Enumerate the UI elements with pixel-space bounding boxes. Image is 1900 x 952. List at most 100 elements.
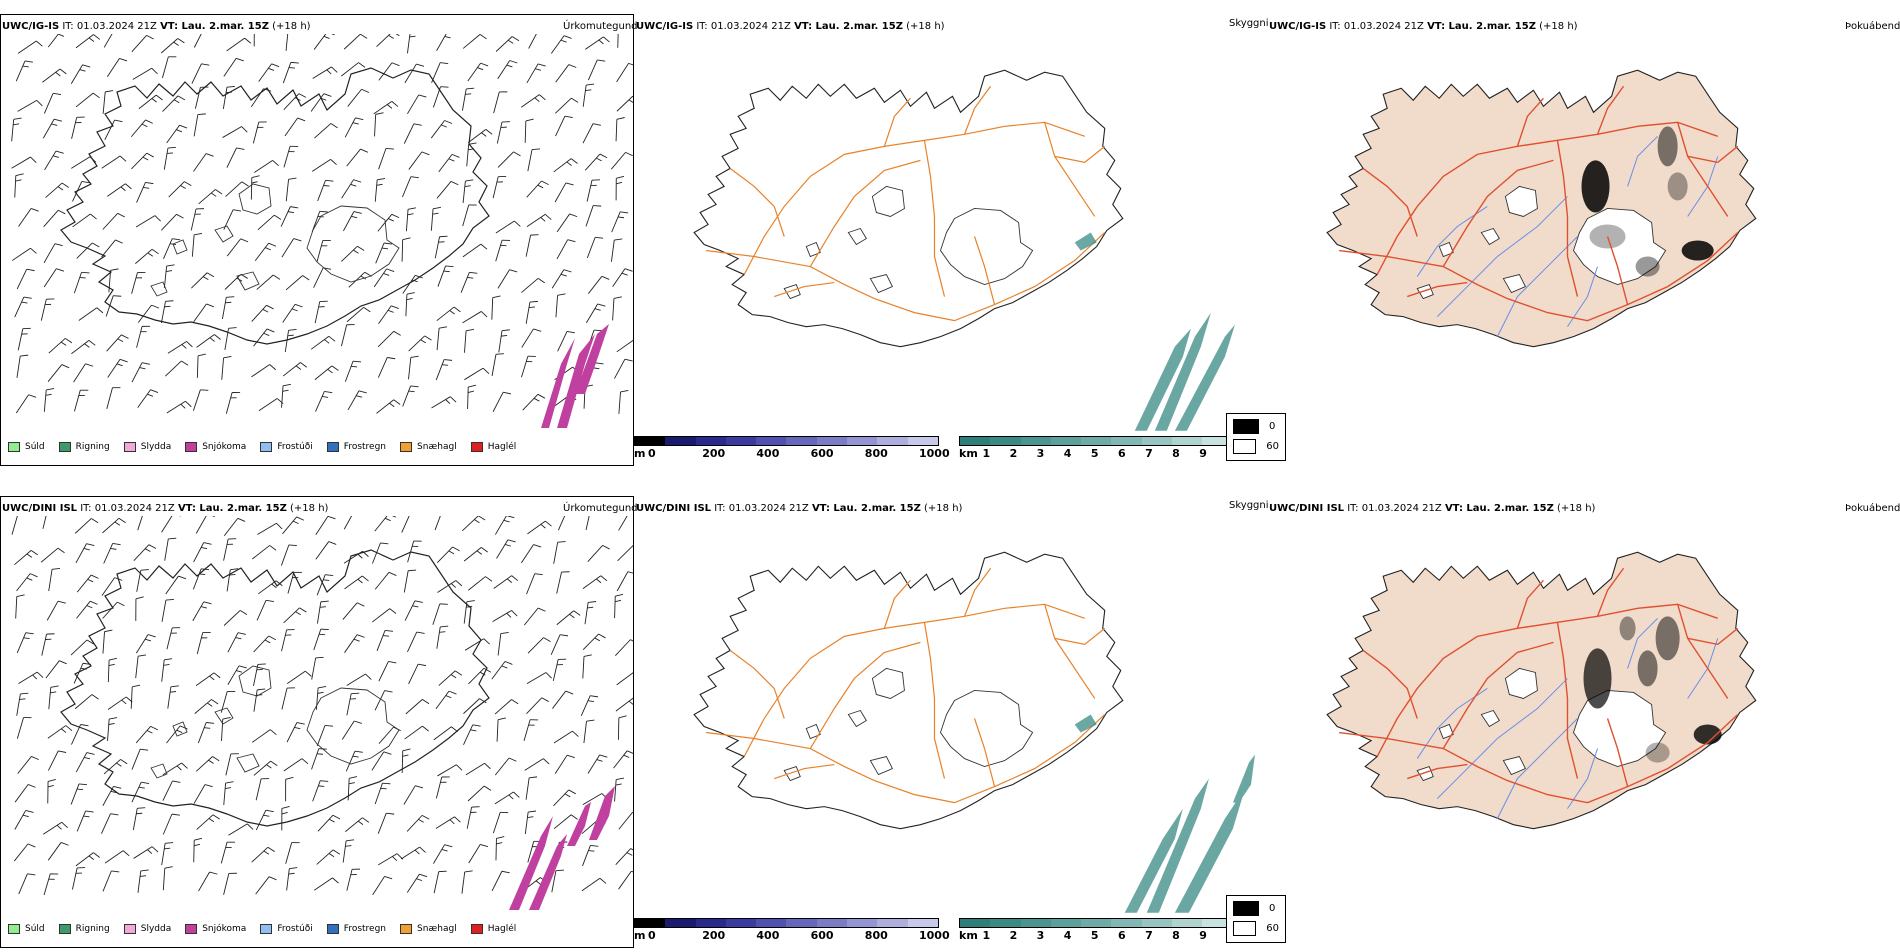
legend-label: Súld — [25, 924, 45, 934]
legend-label: Haglél — [488, 924, 517, 934]
vt-label: VT: Lau. 2.mar. 15Z — [812, 503, 921, 514]
legend-label: Slydda — [141, 442, 171, 452]
colorbar-segment — [817, 919, 847, 927]
snowfall-bands — [509, 786, 615, 910]
it-value: 01.03.2024 21Z — [77, 21, 157, 32]
legend-item-súld: Súld — [8, 924, 45, 934]
colorbar-segment — [990, 919, 1020, 927]
vt-label: VT: Lau. 2.mar. 15Z — [160, 21, 269, 32]
visibility-scale: km12345678910 — [959, 436, 1264, 458]
land-fill — [1327, 70, 1756, 346]
low-visibility-bands — [1075, 714, 1255, 912]
legend-label: Frostregn — [344, 924, 386, 934]
colorbar-segment — [1051, 919, 1081, 927]
model-name: UWC/DINI ISL — [2, 503, 77, 514]
scale-tick: 9 — [1199, 447, 1207, 460]
colorbar-segment — [1172, 919, 1202, 927]
scale-tick: 0 — [648, 929, 656, 942]
model-name: UWC/IG-IS — [1269, 21, 1326, 32]
it-value: 01.03.2024 21Z — [95, 503, 175, 514]
scale-tick: 2 — [1010, 929, 1018, 942]
iceland-outline — [61, 550, 489, 826]
colorbar-segment — [908, 437, 938, 445]
it-value: 01.03.2024 21Z — [1344, 21, 1424, 32]
scale-tick: 600 — [811, 929, 834, 942]
fog-legend-item: 0 — [1233, 419, 1279, 434]
colorbar-segment — [847, 919, 877, 927]
colorbar-segment — [665, 919, 695, 927]
scale-tick: 6 — [1118, 447, 1126, 460]
glacier-outlines — [784, 186, 1032, 298]
scale-tick: 8 — [1172, 929, 1180, 942]
road-network — [706, 86, 1105, 320]
scale-tick: 4 — [1064, 929, 1072, 942]
fog-legend-label: 60 — [1266, 441, 1279, 452]
visibility-label: Skyggni — [1229, 500, 1269, 511]
legend-swatch — [8, 442, 20, 452]
legend-label: Frostúði — [277, 924, 312, 934]
legend-item-snæhagl: Snæhagl — [400, 442, 457, 452]
glacier-outlines — [151, 666, 399, 778]
legend-item-snæhagl: Snæhagl — [400, 924, 457, 934]
legend-label: Rigning — [76, 924, 110, 934]
model-name: UWC/DINI ISL — [1269, 503, 1344, 514]
colorbar-segment — [786, 437, 816, 445]
colorbar-segment — [1172, 437, 1202, 445]
vt-label: VT: Lau. 2.mar. 15Z — [794, 21, 903, 32]
legend-swatch — [185, 924, 197, 934]
legend-item-frostregn: Frostregn — [327, 924, 386, 934]
colorbar-segment — [1021, 437, 1051, 445]
it-label: IT: — [62, 21, 73, 32]
legend-swatch — [59, 924, 71, 934]
scale-tick: 3 — [1037, 447, 1045, 460]
visibility-panel: UWC/IG-IS IT: 01.03.2024 21Z VT: Lau. 2.… — [634, 0, 1267, 470]
colorbar-segment — [1081, 437, 1111, 445]
legend-swatch — [400, 442, 412, 452]
precip-type-label: Úrkomutegund — [563, 503, 638, 514]
legend-item-rigning: Rigning — [59, 442, 110, 452]
visibility-label: Skyggni — [1229, 18, 1269, 29]
iceland-outline — [61, 68, 489, 344]
legend-label: Slydda — [141, 924, 171, 934]
legend-swatch — [8, 924, 20, 934]
colorbar-segment — [877, 437, 907, 445]
fog-legend: 0 60 — [1226, 413, 1286, 461]
legend-swatch — [124, 442, 136, 452]
legend-label: Haglél — [488, 442, 517, 452]
visibility-map — [634, 516, 1267, 921]
legend-swatch — [327, 442, 339, 452]
scale-tick: 7 — [1145, 929, 1153, 942]
colorbar-segment — [847, 437, 877, 445]
legend-item-súld: Súld — [8, 442, 45, 452]
scale-tick: 5 — [1091, 447, 1099, 460]
visibility-map — [634, 34, 1267, 439]
legend-item-frostúði: Frostúði — [260, 924, 312, 934]
visibility-panel: UWC/DINI ISL IT: 01.03.2024 21Z VT: Lau.… — [634, 482, 1267, 952]
it-label: IT: — [714, 503, 725, 514]
land-fill — [1327, 552, 1756, 828]
it-value: 01.03.2024 21Z — [1362, 503, 1442, 514]
colorbar-segment — [1051, 437, 1081, 445]
low-visibility-bands — [1075, 232, 1235, 430]
fog-index-map — [1267, 34, 1900, 439]
it-value: 01.03.2024 21Z — [711, 21, 791, 32]
wind-barbs — [12, 516, 633, 895]
visibility-colorbar — [959, 436, 1264, 446]
panel-title: UWC/IG-IS IT: 01.03.2024 21Z VT: Lau. 2.… — [1269, 21, 1578, 32]
it-label: IT: — [80, 503, 91, 514]
legend-item-haglél: Haglél — [471, 924, 517, 934]
lead-time: (+18 h) — [924, 503, 962, 514]
scale-tick: 1000 — [919, 447, 950, 460]
colorbar-segment — [960, 919, 990, 927]
scale-tick: 800 — [865, 447, 888, 460]
visibility-scale: km12345678910 — [959, 918, 1264, 940]
colorbar-segment — [726, 437, 756, 445]
legend-swatch — [400, 924, 412, 934]
precip-type-panel: UWC/IG-IS IT: 01.03.2024 21Z VT: Lau. 2.… — [0, 0, 634, 470]
legend-swatch — [327, 924, 339, 934]
scale-tick: 8 — [1172, 447, 1180, 460]
